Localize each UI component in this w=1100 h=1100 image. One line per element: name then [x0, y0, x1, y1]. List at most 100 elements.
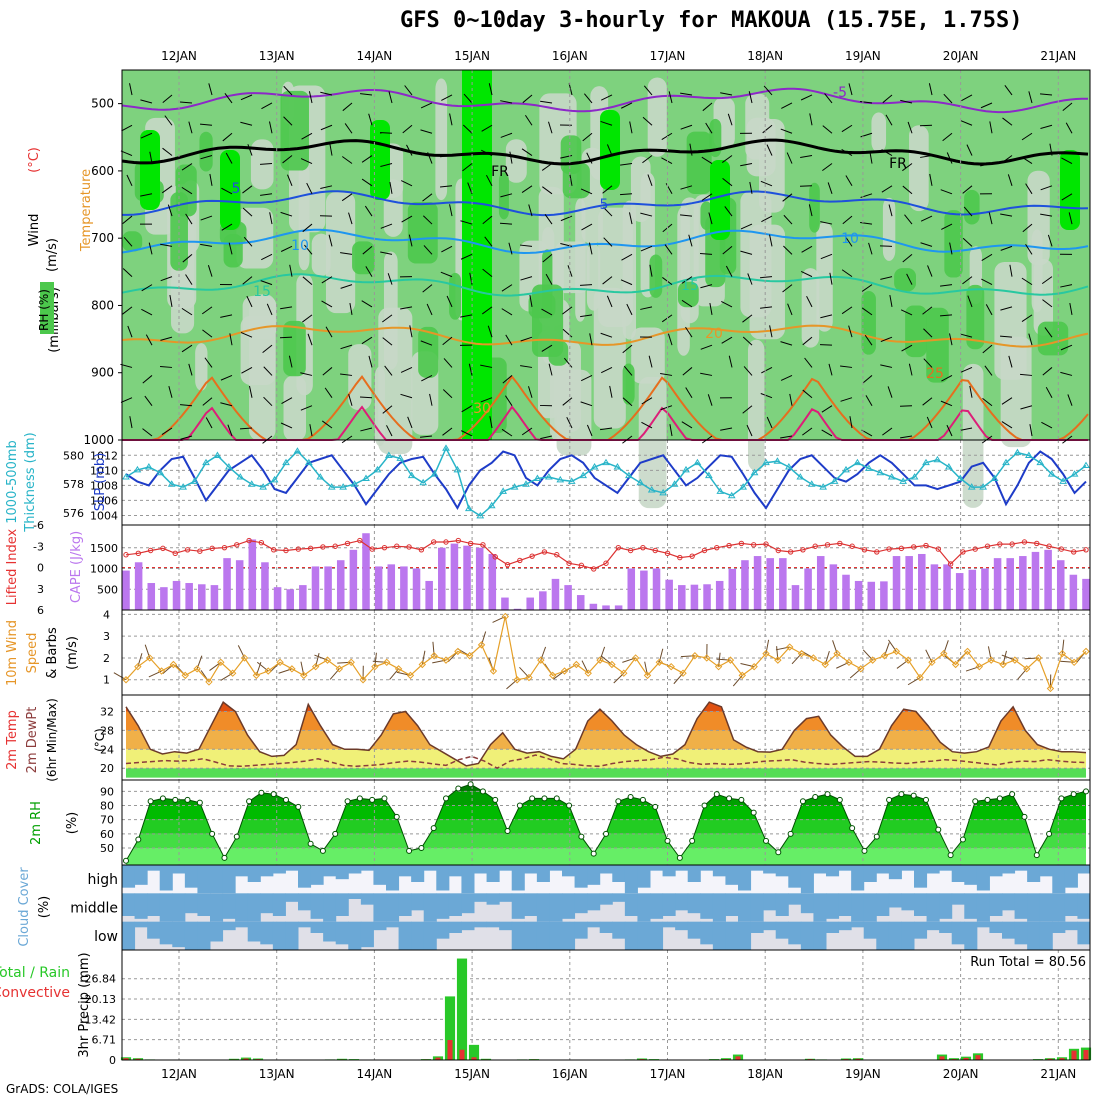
cloud-middle-cell — [964, 893, 978, 919]
wind-barb — [980, 102, 993, 109]
wind-barb — [460, 253, 473, 260]
wind-barb — [359, 396, 373, 399]
cape-bar — [741, 560, 749, 610]
cloud-high-cell — [1077, 865, 1091, 874]
rh-point — [898, 791, 905, 798]
wind-barb — [1061, 157, 1073, 164]
wind-barb — [685, 387, 693, 398]
wind-barb — [260, 193, 273, 196]
wind-barb — [341, 193, 353, 202]
cloud-high-cell — [448, 865, 462, 877]
cloud-middle-cell — [386, 893, 400, 922]
cloud-middle-cell — [926, 893, 940, 922]
date-label: 20JAN — [943, 49, 979, 63]
wind-barb — [923, 328, 933, 338]
cloud-low-cell — [964, 921, 978, 950]
cloud-low-cell — [750, 921, 764, 933]
rh-saturated-patch — [370, 120, 390, 200]
cloud-layer-label: low — [94, 929, 118, 945]
wind-barb — [429, 393, 433, 406]
wind-barb — [1067, 394, 1073, 406]
rh-tick: 90 — [100, 785, 114, 798]
wind-barb — [902, 185, 913, 195]
wind-speed-point — [193, 665, 201, 673]
ylabel-convective: Convective — [0, 985, 70, 1001]
wind-barb — [387, 273, 393, 285]
wind-barb — [942, 132, 953, 142]
thickness-point — [887, 473, 896, 480]
rh-point — [689, 837, 696, 844]
tick-label: 800 — [91, 298, 114, 312]
thickness-point — [944, 463, 953, 470]
cloud-middle-cell — [536, 893, 550, 922]
wind-barb — [541, 163, 553, 171]
wind-barb — [681, 276, 693, 284]
date-label-bottom: 14JAN — [357, 1067, 393, 1081]
wind-barb — [168, 385, 173, 398]
rh-point — [246, 798, 253, 805]
cape-bar — [791, 585, 800, 610]
rh-point — [467, 781, 474, 788]
date-label: 16JAN — [552, 49, 588, 63]
cloud-middle-cell — [612, 893, 626, 902]
wind-barb — [1025, 183, 1033, 195]
wind-barb — [485, 174, 493, 187]
cloud-middle-cell — [1052, 893, 1066, 922]
wind-barb — [960, 120, 973, 126]
wind-barb — [622, 397, 633, 407]
thickness-point — [464, 504, 473, 512]
thickness-point — [670, 480, 679, 487]
thickness-point — [533, 474, 542, 481]
wind-speed-point — [394, 665, 403, 673]
cloud-middle-cell — [650, 893, 664, 919]
wind-speed-point — [157, 667, 166, 675]
rh-dry-patch — [348, 344, 372, 411]
rh-dry-patch — [871, 112, 887, 153]
thickness-slp-panel — [121, 439, 1091, 526]
wind-barb — [869, 151, 873, 164]
wind-barb — [269, 212, 273, 225]
wind-barb — [180, 404, 193, 407]
thickness-point — [453, 465, 462, 473]
cloud-low-cell — [738, 921, 752, 950]
thickness-point — [419, 478, 428, 486]
lifted-index-point — [344, 540, 351, 547]
wind-barb — [860, 221, 873, 225]
cloud-middle-cell — [172, 893, 186, 922]
rh-point — [196, 799, 203, 806]
rh-point — [1046, 830, 1053, 837]
wind-barb — [541, 308, 553, 316]
cape-bar — [539, 591, 547, 610]
rh-point — [344, 798, 351, 805]
rh-point — [443, 795, 449, 802]
lifted-index-point — [320, 544, 326, 550]
wind-barb — [122, 215, 133, 225]
wind-barb — [619, 193, 633, 196]
slp-tick: 1006 — [90, 494, 118, 507]
date-label: 14JAN — [357, 49, 393, 63]
rh-moist-patch — [809, 182, 820, 233]
wind-barb — [240, 94, 253, 101]
wind-barb — [524, 114, 533, 126]
wind-barb — [922, 397, 933, 406]
cloud-middle-cell — [838, 893, 852, 916]
cape-bar — [1006, 558, 1014, 610]
cloud-middle-cell — [499, 893, 513, 902]
thickness-point — [1059, 477, 1068, 484]
wind-barb — [920, 215, 933, 222]
wind-barb — [422, 284, 433, 293]
cloud-high-cell — [122, 865, 136, 888]
lifted-index-point — [517, 557, 523, 564]
rh-moist-patch — [966, 284, 985, 350]
cloud-low-cell — [323, 921, 337, 942]
cloud-middle-cell — [863, 893, 877, 922]
cloud-middle-cell — [260, 893, 274, 914]
cloud-middle-cell — [775, 893, 789, 916]
wind-barb — [939, 314, 953, 317]
cloud-low-cell — [197, 921, 211, 950]
cloud-low-cell — [939, 921, 953, 933]
wind-barb — [120, 150, 133, 156]
thickness-point — [922, 458, 930, 466]
cloud-high-cell — [134, 865, 148, 885]
wind-speed-point — [667, 662, 675, 671]
